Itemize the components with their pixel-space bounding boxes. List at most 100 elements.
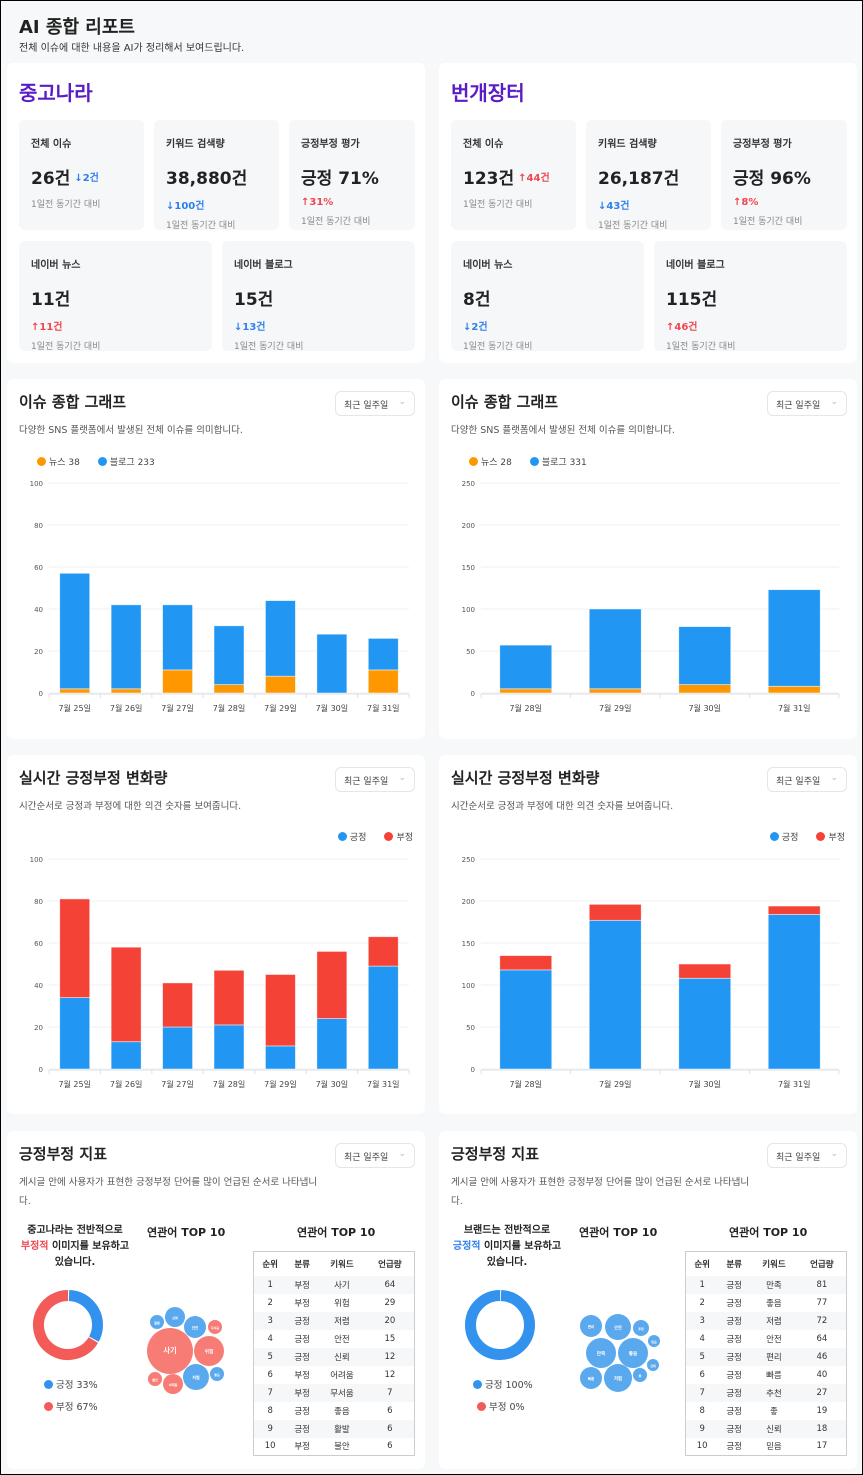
stat-label: 네이버 블로그: [234, 260, 293, 271]
stat-label: 네이버 뉴스: [463, 260, 513, 271]
category-cell: 긍정: [726, 1406, 742, 1417]
y-tick-label: 80: [34, 898, 43, 906]
keyword-cell: 만족: [750, 1275, 798, 1294]
legend-item[interactable]: 긍정: [337, 830, 366, 843]
stat-change: ↓2건: [74, 169, 99, 184]
table-header-row: 순위 분류 키워드 언급량: [686, 1252, 847, 1276]
period-dropdown[interactable]: 최근 일주일 ⌄: [335, 1143, 415, 1168]
table-row: 1 긍정 만족 81: [685, 1275, 847, 1294]
brand-name: 번개장터: [451, 81, 525, 105]
bar-뉴스: [588, 688, 642, 694]
bubble-label: 불안: [152, 1377, 158, 1382]
stat-label: 긍정부정 평가: [301, 139, 360, 150]
panel-subtitle: 시간순서로 긍정과 부정에 대한 의견 숫자를 보여줍니다.: [451, 801, 674, 812]
period-dropdown[interactable]: 최근 일주일 ⌄: [767, 767, 847, 792]
bubble-label: 좋음: [214, 1372, 220, 1377]
keyword-bubble: [618, 1338, 648, 1368]
legend-item[interactable]: 블로그 331: [529, 455, 587, 468]
dropdown-value: 최근 일주일: [776, 777, 821, 787]
bubble-label: 믿음: [651, 1339, 657, 1344]
bubble-label: 좋음: [629, 1350, 638, 1357]
bar-긍정: [499, 969, 553, 1070]
y-tick-label: 0: [471, 690, 475, 698]
legend-label: 부정 0%: [489, 1402, 525, 1413]
stat-change: ↓2건: [463, 318, 632, 333]
stat-change-value: 44건: [526, 173, 550, 184]
stat-change-value: 13건: [242, 322, 266, 333]
keyword-bubble: [163, 1374, 183, 1394]
keyword-cell: 좋음: [334, 1406, 350, 1417]
donut-legend-positive: 긍정 100%: [473, 1377, 533, 1391]
keyword-cell: 추천: [750, 1383, 798, 1402]
legend-dot-icon: [529, 457, 539, 466]
column-header: 분류: [294, 1259, 310, 1270]
keyword-bubble: [210, 1367, 224, 1381]
stat-value: 11건: [31, 285, 200, 310]
stat-change: ↑46건: [666, 318, 835, 333]
category-cell: 긍정: [718, 1383, 751, 1402]
legend-label: 긍정: [781, 833, 799, 843]
count-cell: 17: [816, 1441, 828, 1452]
period-dropdown[interactable]: 최근 일주일 ⌄: [767, 1143, 847, 1168]
panel-title: 긍정부정 지표: [19, 1145, 108, 1163]
category-cell: 긍정: [294, 1406, 310, 1417]
page-title: AI 종합 리포트: [19, 17, 135, 38]
stat-card: 네이버 블로그 15건 ↓13건 1일전 동기간 대비: [222, 241, 415, 352]
count-cell: 7: [365, 1383, 415, 1402]
period-dropdown[interactable]: 최근 일주일 ⌄: [335, 767, 415, 792]
bar-부정: [59, 898, 91, 998]
y-tick-label: 40: [34, 606, 43, 614]
table-row: 6 부정 어려움 12: [254, 1366, 415, 1384]
rank-cell: 2: [267, 1297, 273, 1308]
stat-note: 1일전 동기간 대비: [598, 221, 668, 231]
legend-item[interactable]: 부정: [384, 830, 413, 843]
table-row: 10 긍정 믿음 17: [686, 1438, 847, 1456]
bar-블로그: [767, 589, 821, 687]
period-dropdown[interactable]: 최근 일주일 ⌄: [767, 391, 847, 416]
bar-긍정: [367, 965, 399, 1070]
stat-card: 네이버 뉴스 11건 ↑11건 1일전 동기간 대비: [19, 241, 212, 352]
period-dropdown[interactable]: 최근 일주일 ⌄: [335, 391, 415, 416]
x-tick-label: 7월 27일: [161, 1079, 194, 1089]
bar-뉴스: [499, 688, 553, 694]
y-tick-label: 100: [30, 856, 43, 864]
legend-item[interactable]: 뉴스 38: [37, 455, 80, 468]
chart-legend: 뉴스 38 블로그 233: [37, 455, 155, 468]
legend-dot-icon: [337, 832, 347, 841]
rank-cell: 6: [267, 1369, 273, 1380]
arrow-down-icon: ↓: [166, 201, 175, 212]
legend-item[interactable]: 긍정: [769, 830, 799, 843]
donut-legend-negative: 부정 67%: [44, 1399, 98, 1413]
stat-change-value: 2건: [471, 322, 488, 333]
rank-cell: 4: [267, 1333, 273, 1344]
bar-뉴스: [367, 669, 399, 694]
rank-cell: 9: [685, 1419, 719, 1438]
y-tick-label: 20: [34, 1024, 43, 1032]
chart-legend: 긍정 부정: [337, 830, 413, 843]
table-row: 2 긍정 좋음 77: [686, 1294, 847, 1312]
bar-뉴스: [213, 684, 245, 694]
keyword-bubble: [148, 1372, 162, 1386]
keyword-bubble: [150, 1315, 164, 1329]
bar-긍정: [265, 1045, 296, 1070]
x-tick-label: 7월 28일: [509, 703, 542, 713]
x-tick-label: 7월 27일: [161, 703, 194, 713]
stat-value-text: 115건: [666, 290, 718, 310]
y-tick-label: 60: [34, 564, 43, 572]
legend-item[interactable]: 부정: [816, 830, 845, 843]
keyword-bubble: [580, 1315, 602, 1337]
brand-summary-panel: 번개장터 전체 이슈 123건 ↑44건 1일전 동기간 대비 키워드 검색량 26,187…: [439, 63, 857, 363]
legend-item[interactable]: 블로그 233: [97, 455, 155, 468]
x-tick-label: 7월 31일: [367, 1079, 400, 1089]
legend-item[interactable]: 뉴스 28: [469, 455, 512, 468]
column-header: 키워드: [762, 1259, 786, 1270]
donut-legend-negative: 부정 0%: [477, 1399, 525, 1413]
keyword-cell: 신뢰: [750, 1419, 798, 1438]
stat-change: ↓43건: [598, 197, 699, 212]
sentiment-summary: 중고나라는 전반적으로 부정적 이미지를 보유하고 있습니다.: [15, 1223, 135, 1271]
stat-card: 전체 이슈 26건 ↓2건 1일전 동기간 대비: [19, 120, 144, 230]
table-row: 8 긍정 좋 19: [686, 1402, 847, 1420]
rank-cell: 1: [253, 1275, 287, 1294]
stat-value: 15건: [234, 285, 403, 310]
keyword-cell: 좋: [770, 1406, 778, 1417]
